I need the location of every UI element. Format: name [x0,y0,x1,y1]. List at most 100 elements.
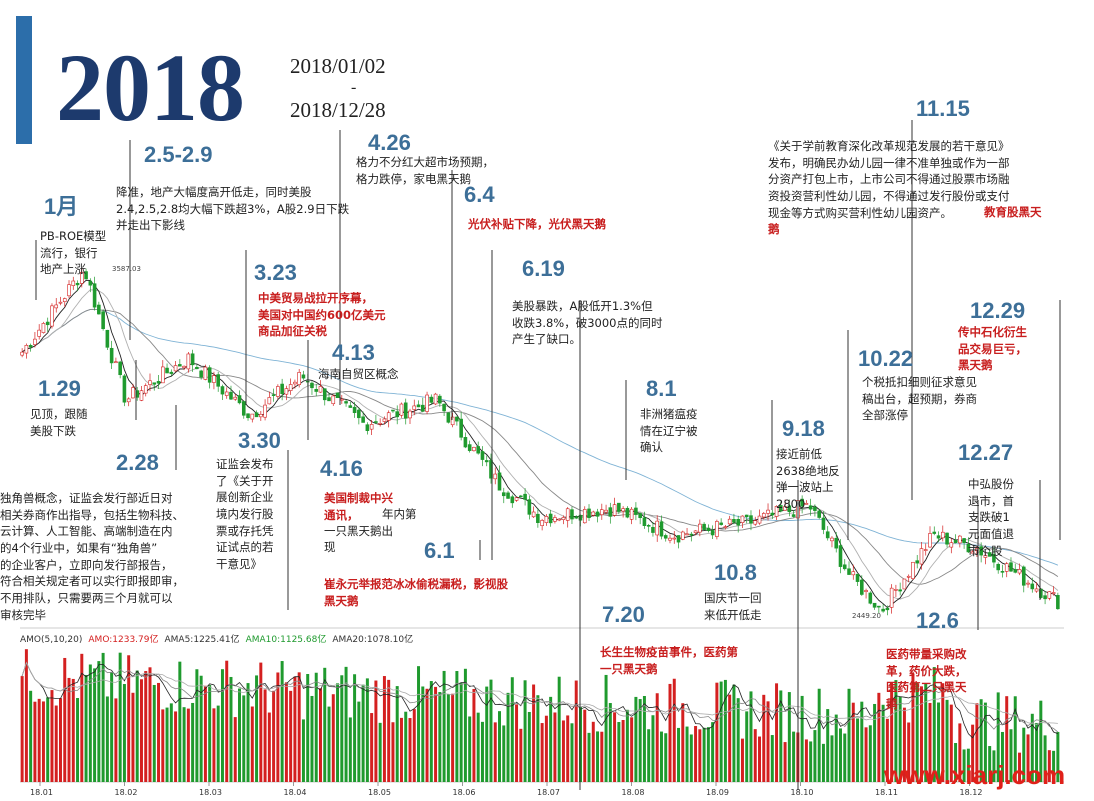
candle-body [676,535,681,543]
volume-bar [161,709,165,782]
candle-body [710,530,715,536]
annotation-note: PB-ROE模型 流行，银行 地产上涨 [40,229,107,277]
candle-body [50,305,54,327]
candle-body [28,345,33,348]
volume-bar [314,672,318,782]
candle-body [830,537,834,542]
candle-body [442,403,446,412]
candle-body [736,519,740,526]
volume-bar [340,675,344,782]
volume-bar [536,695,540,782]
annotation-red-note: 传中石化衍生 品交易巨亏， 黑天鹅 [958,325,1027,373]
annotation-date: 3.23 [254,260,297,285]
volume-bar [868,725,872,782]
volume-bar [498,711,501,782]
candle-body [651,526,655,533]
candle-body [740,515,745,523]
annotation-date: 11.15 [916,96,970,121]
candle-body [378,423,382,425]
candle-body [655,520,660,536]
candle-body [595,511,600,517]
candle-body [41,323,46,333]
volume-bar [668,683,672,782]
candle-body [314,389,319,392]
candle-body [544,516,549,523]
candle-body [408,410,412,419]
volume-legend-ma10: AMA10:1125.68亿 [245,635,327,645]
candle-body [152,382,157,385]
candle-body [271,394,276,396]
volume-bar [301,719,305,782]
annotation-date: 1月 [44,194,79,219]
candle-body [97,304,101,315]
volume-bar [907,722,911,782]
candle-body [297,372,301,385]
volume-bar [404,711,408,782]
volume-bar [1047,750,1051,782]
volume-bar [971,724,975,782]
volume-bar [758,736,761,782]
candle-body [727,518,732,525]
volume-bar [361,684,365,782]
volume-bar [24,649,28,782]
volume-bar [924,683,928,782]
candle-body [207,367,212,383]
volume-bar [762,694,766,782]
volume-bar [630,717,634,782]
candle-body [693,530,698,534]
volume-bar [84,674,88,782]
volume-bar [46,697,50,782]
volume-bar [255,675,259,782]
volume-bar [1018,752,1021,782]
candle-body [357,409,361,419]
candle-body [732,519,736,523]
volume-bar [476,712,480,782]
candle-body [254,412,259,418]
volume-bar [804,739,808,782]
candle-body [885,607,890,611]
volume-bar [902,707,906,782]
candle-body [680,531,685,540]
moving-average-line [21,289,1059,600]
candle-body [928,533,932,548]
volume-bar [532,684,536,782]
candle-body [906,575,911,578]
volume-bar [570,723,574,782]
volume-bar [839,728,842,782]
candle-body [629,508,634,520]
volume-bar [962,749,966,782]
candle-body [122,375,127,403]
candle-body [365,424,370,432]
volume-bar [1035,722,1039,782]
volume-bar [677,727,681,782]
candle-body [868,592,873,604]
volume-bar [280,661,284,782]
candle-body [420,404,425,412]
volume-bar [847,688,851,782]
volume-bar [945,699,949,782]
volume-bar [272,690,276,782]
candle-body [719,522,723,525]
volume-bar [451,693,455,782]
volume-bar [949,704,953,782]
candle-body [463,436,468,448]
candle-body [1051,592,1056,594]
candle-body [966,543,971,553]
volume-bar [41,701,45,782]
candle-body [834,537,839,549]
candle-body [199,370,203,378]
candle-body [608,507,613,517]
candle-body [186,353,191,370]
candle-body [237,395,242,404]
candle-body [182,365,186,369]
volume-bar [941,683,945,782]
volume-bar [587,732,591,782]
candle-body [877,605,881,608]
volume-bar [932,667,936,782]
volume-bar [753,729,757,782]
volume-bar [220,669,224,782]
volume-bar [310,695,314,782]
x-axis-tick-label: 18.05 [368,788,391,797]
volume-bar [387,679,391,782]
